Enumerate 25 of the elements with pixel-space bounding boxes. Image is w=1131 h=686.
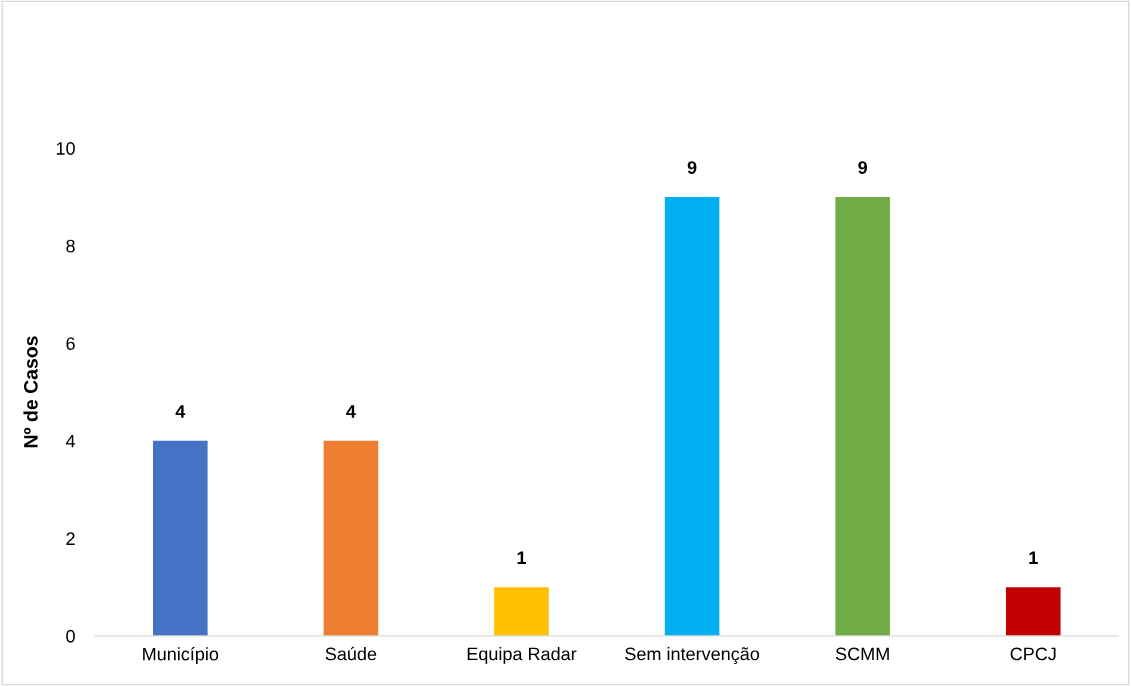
x-tick-label: Sem intervenção	[625, 647, 760, 664]
bar	[664, 196, 720, 636]
data-label: 1	[1029, 551, 1038, 564]
x-tick-label: Equipa Radar	[467, 647, 577, 664]
y-tick-label: 10	[56, 142, 75, 155]
y-tick-label: 6	[66, 337, 75, 350]
data-label: 9	[858, 161, 868, 174]
y-tick-label: 8	[66, 239, 75, 253]
bar	[153, 440, 208, 636]
bar	[494, 587, 549, 636]
data-label: 4	[175, 405, 186, 418]
data-label: 9	[687, 161, 697, 174]
y-tick-label: 0	[66, 629, 75, 643]
y-tick-label: 4	[65, 434, 76, 448]
bar	[1005, 587, 1061, 636]
y-axis-title: Nº de Casos	[23, 336, 38, 448]
data-label: 1	[517, 551, 526, 564]
x-tick-label: Município	[143, 647, 219, 665]
x-tick-label: Saúde	[325, 646, 377, 661]
x-tick-label: CPCJ	[1010, 647, 1056, 661]
bar	[835, 196, 890, 636]
bar	[323, 440, 379, 636]
y-tick-label: 2	[66, 532, 75, 545]
x-tick-label: SCMM	[835, 647, 889, 661]
data-label: 4	[346, 405, 356, 418]
